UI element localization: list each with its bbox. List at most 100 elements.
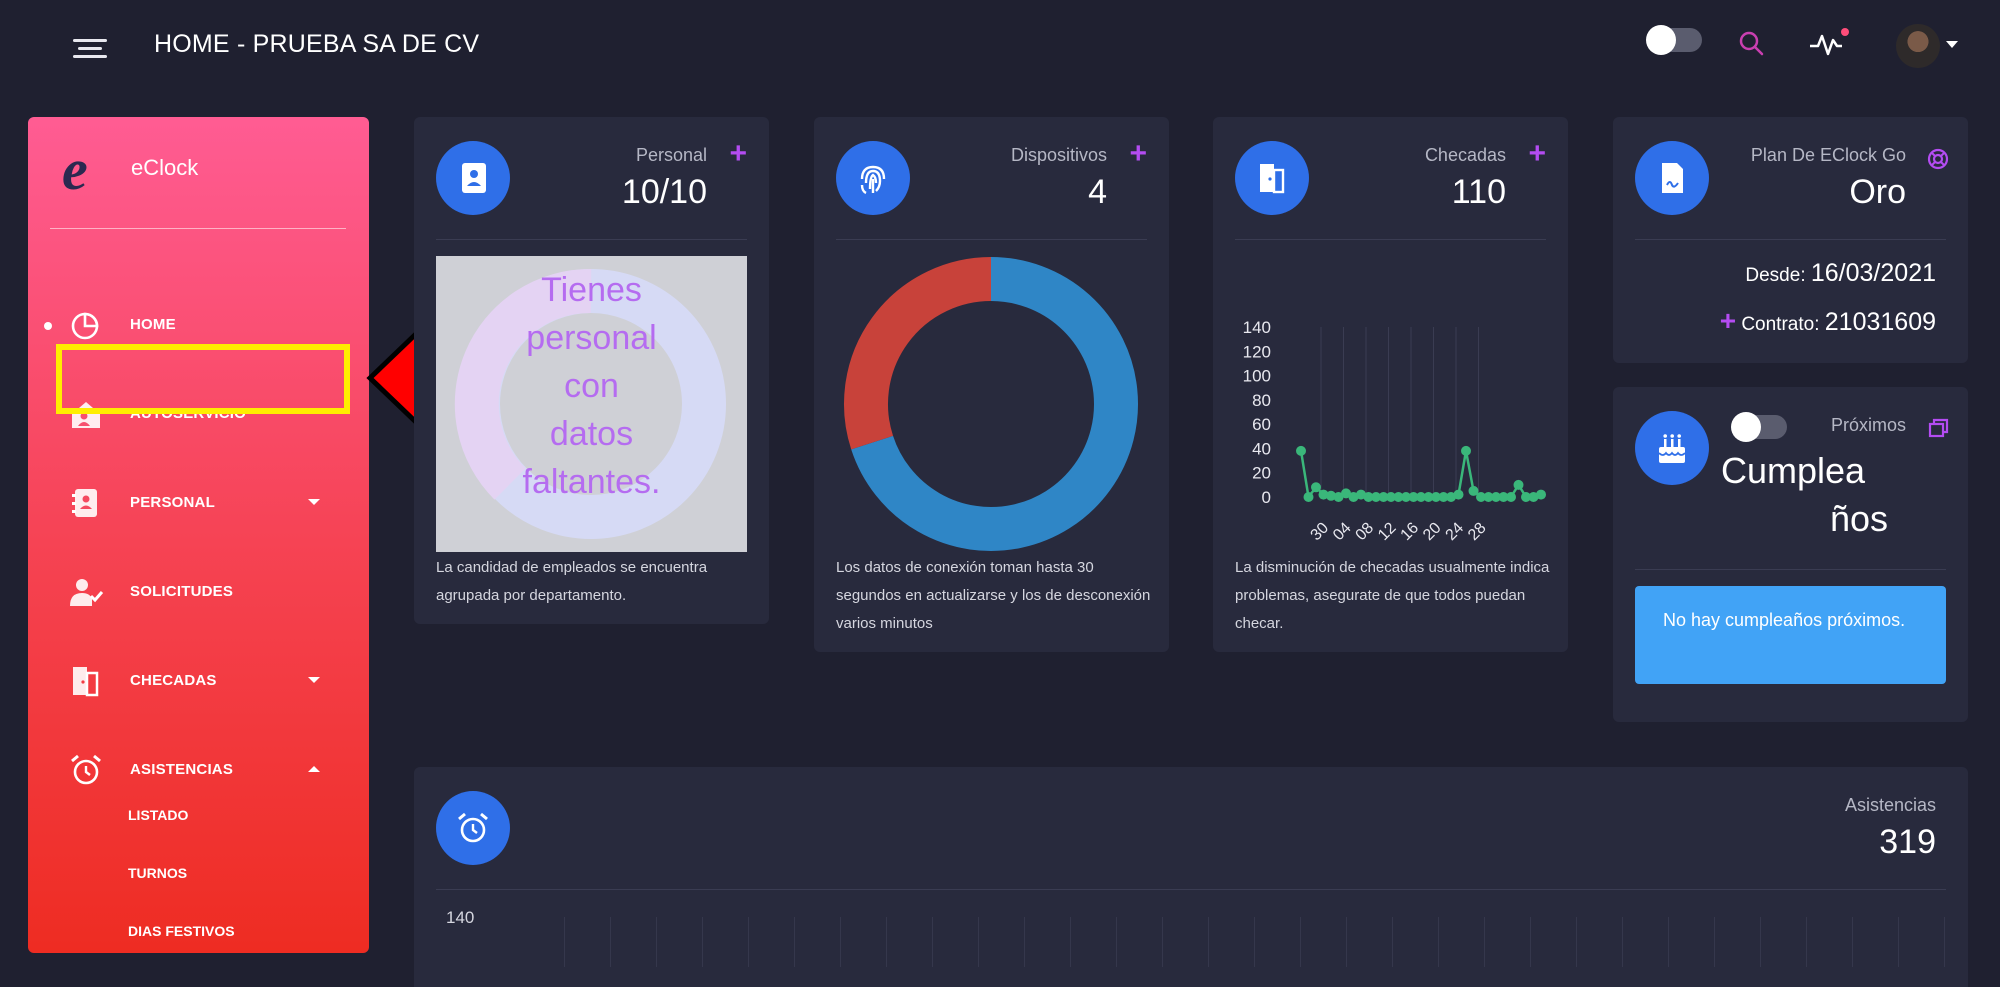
data-point[interactable] <box>1356 489 1366 500</box>
data-point[interactable] <box>1408 492 1419 502</box>
data-point[interactable] <box>1468 485 1479 496</box>
sidebar-item-home[interactable]: HOME <box>28 295 369 355</box>
data-point[interactable] <box>1431 492 1441 502</box>
data-point[interactable] <box>1386 492 1396 502</box>
data-point[interactable] <box>1416 492 1426 502</box>
search-icon[interactable] <box>1736 28 1766 58</box>
data-point[interactable] <box>1401 492 1411 502</box>
sidebar-item-label: CHECADAS <box>130 672 217 689</box>
checadas-label: Checadas <box>1424 145 1506 165</box>
card-divider <box>836 239 1147 240</box>
data-point[interactable] <box>1521 492 1531 502</box>
data-point[interactable] <box>1318 489 1329 500</box>
grid-line <box>564 917 565 967</box>
no-birthdays-text: No hay cumpleaños próximos. <box>1663 610 1906 630</box>
sidebar: e eClock HOME AUTOSERVICIO PERSONAL <box>28 117 369 953</box>
data-point[interactable] <box>1483 492 1494 502</box>
x-tick-label: 30 <box>1308 519 1333 544</box>
sidebar-item-personal[interactable]: PERSONAL <box>28 473 369 533</box>
add-personal-button[interactable]: + <box>729 137 747 170</box>
asistencias-axis-tick: 140 <box>446 908 475 927</box>
cumple-icon-circle <box>1635 411 1709 485</box>
add-checada-button[interactable]: + <box>1528 137 1546 170</box>
dispositivos-label: Dispositivos <box>1010 145 1107 165</box>
theme-toggle[interactable] <box>1646 25 1702 55</box>
add-contrato-icon[interactable]: + <box>1719 305 1737 336</box>
lifebuoy-icon[interactable] <box>1926 147 1950 171</box>
data-point[interactable] <box>1513 479 1524 490</box>
grid-line <box>1898 917 1899 967</box>
data-point[interactable] <box>1326 490 1336 501</box>
data-point[interactable] <box>1446 492 1456 502</box>
data-point[interactable] <box>1498 492 1509 502</box>
add-dispositivo-button[interactable]: + <box>1129 137 1147 170</box>
grid-line <box>1530 917 1531 967</box>
data-point[interactable] <box>1348 492 1359 502</box>
asistencias-value: 319 <box>1879 823 1936 861</box>
data-point[interactable] <box>1378 492 1389 502</box>
missing-line: con <box>564 367 619 405</box>
donut-placeholder <box>454 268 726 539</box>
data-point[interactable] <box>1476 492 1486 502</box>
hamburger-menu-icon[interactable] <box>73 34 107 64</box>
x-tick-label: 08 <box>1353 519 1378 544</box>
data-point[interactable] <box>1461 445 1471 456</box>
data-point[interactable] <box>1536 489 1546 500</box>
card-cumpleanos: Próximos Cumplea ños No hay cumpleaños p… <box>1613 387 1968 722</box>
data-point[interactable] <box>1311 482 1321 493</box>
data-point[interactable] <box>1423 492 1434 502</box>
user-menu-caret-icon[interactable] <box>1946 41 1958 48</box>
data-point[interactable] <box>1363 492 1374 502</box>
alarm-clock-icon <box>458 812 488 843</box>
data-point[interactable] <box>1296 445 1306 456</box>
donut-slice[interactable] <box>851 257 1138 551</box>
grid-line <box>1622 917 1623 967</box>
grid-line <box>1392 917 1393 967</box>
user-avatar[interactable] <box>1896 24 1940 68</box>
sidebar-subitem-dias-festivos[interactable]: DIAS FESTIVOS <box>128 923 235 939</box>
y-tick-label: 80 <box>1252 391 1271 410</box>
sidebar-item-checadas[interactable]: CHECADAS <box>28 651 369 711</box>
x-tick-label: 12 <box>1375 519 1400 544</box>
cumple-title-line: ños <box>1829 498 1888 539</box>
sidebar-item-label: HOME <box>130 316 176 333</box>
grid-line <box>1116 917 1117 967</box>
dispositivos-note: Los datos de conexión toman hasta 30 seg… <box>836 559 1151 632</box>
devices-donut-chart[interactable] <box>836 256 1147 552</box>
data-point[interactable] <box>1491 492 1501 502</box>
brand-logo: e <box>62 137 88 202</box>
grid-line <box>932 917 933 967</box>
data-point[interactable] <box>1333 492 1344 502</box>
data-point[interactable] <box>1393 492 1404 502</box>
data-point[interactable] <box>1528 492 1539 502</box>
sidebar-subitem-turnos[interactable]: TURNOS <box>128 865 188 881</box>
sidebar-item-solicitudes[interactable]: SOLICITUDES <box>28 562 369 622</box>
pulse-icon[interactable] <box>1808 26 1850 58</box>
highlight-box <box>56 344 350 414</box>
grid-line <box>1300 917 1301 967</box>
contract-document-icon <box>1662 163 1683 193</box>
asistencias-chart-grid <box>564 917 1954 967</box>
donut-slice[interactable] <box>844 257 992 450</box>
dispositivos-icon-circle <box>836 141 910 215</box>
data-point[interactable] <box>1453 489 1464 500</box>
missing-data-panel[interactable]: Tienes personal con datos faltantes. <box>436 256 747 552</box>
missing-line: personal <box>526 319 657 357</box>
grid-line <box>1438 917 1439 967</box>
plan-icon-circle <box>1635 141 1709 215</box>
data-point[interactable] <box>1303 492 1314 502</box>
data-point[interactable] <box>1506 492 1516 502</box>
grid-line <box>886 917 887 967</box>
checadas-note: La disminución de checadas usualmente in… <box>1235 559 1550 632</box>
sidebar-item-asistencias[interactable]: ASISTENCIAS <box>28 740 369 800</box>
sidebar-subitem-listado[interactable]: LISTADO <box>128 807 189 823</box>
card-divider <box>436 239 747 240</box>
cumple-toggle[interactable] <box>1731 412 1787 442</box>
window-restore-icon[interactable] <box>1928 417 1950 439</box>
alarm-clock-icon <box>71 754 101 785</box>
data-point[interactable] <box>1371 492 1381 502</box>
card-dispositivos: Dispositivos 4 + Los datos de conexión t… <box>814 117 1169 652</box>
data-point[interactable] <box>1341 488 1351 499</box>
data-point[interactable] <box>1438 492 1449 502</box>
